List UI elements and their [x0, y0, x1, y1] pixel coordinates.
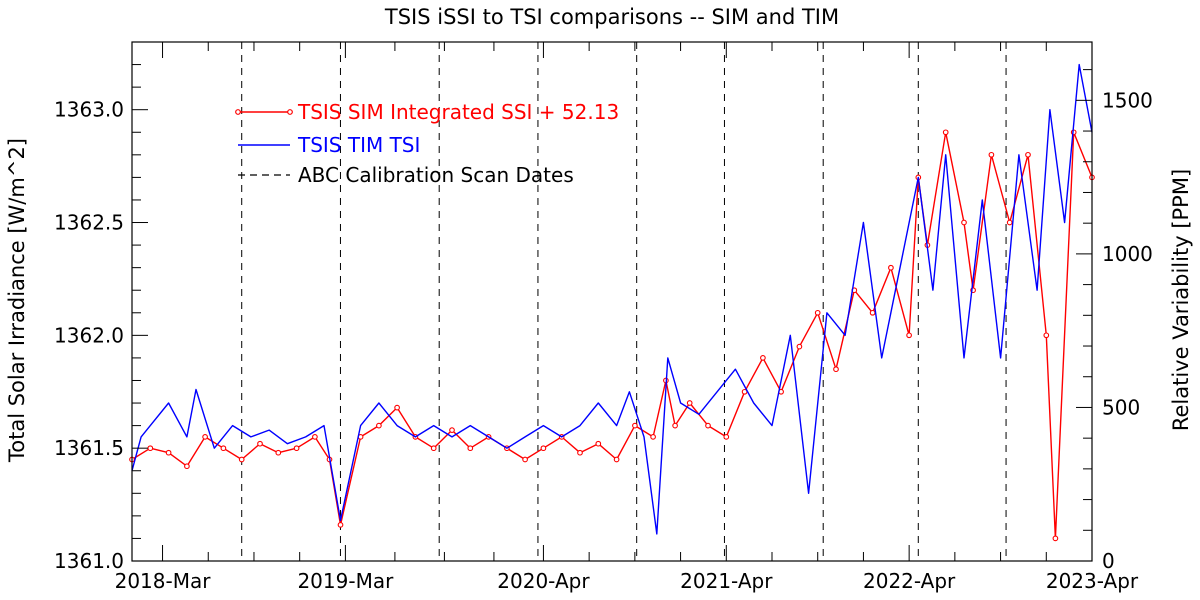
series-0-point-38 — [796, 343, 803, 350]
plot-frame — [131, 41, 1093, 562]
y-axis-right-label: Relative Variability [PPM] — [1169, 169, 1193, 431]
y-left-tick-label: 1361.0 — [54, 549, 124, 573]
series-0-point-2 — [165, 449, 172, 456]
series-0-point-5 — [220, 445, 227, 452]
legend-item-calibration: ABC Calibration Scan Dates — [238, 163, 574, 187]
series-0-point-18 — [449, 427, 455, 433]
legend-label-tim: TSIS TIM TSI — [297, 133, 420, 157]
series-0-point-34 — [723, 434, 730, 440]
y-left-tick-label: 1363.0 — [54, 98, 124, 122]
y-left-tick-label: 1362.0 — [54, 323, 124, 347]
series-0-point-7 — [257, 440, 263, 447]
series-0-point-10 — [312, 434, 318, 440]
y-axis-left-label: Total Solar Irradiance [W/m^2] — [5, 138, 29, 463]
x-tick-label: 2022-Apr — [863, 569, 956, 593]
y-axis-right: 0 500 1000 1500 — [1076, 69, 1153, 573]
series-0-point-22 — [522, 456, 528, 463]
series-0-point-44 — [906, 332, 912, 339]
series-0-point-3 — [184, 463, 190, 470]
chart-title: TSIS iSSI to TSI comparisons -- SIM and … — [384, 5, 839, 29]
series-line-0 — [131, 131, 1093, 540]
series-0-point-17 — [430, 445, 437, 452]
calibration-dates — [241, 42, 1007, 561]
x-tick-label: 2020-Apr — [497, 569, 590, 593]
y-left-tick-label: 1362.5 — [54, 211, 124, 235]
series-0-point-12 — [337, 522, 344, 528]
series-0-point-53 — [1043, 332, 1050, 339]
series-0-point-8 — [275, 449, 282, 456]
series-0-point-9 — [293, 445, 300, 452]
legend-label-sim: TSIS SIM Integrated SSI + 52.13 — [297, 100, 619, 124]
series-0-point-51 — [1006, 219, 1013, 226]
series-0-point-50 — [988, 151, 995, 158]
x-axis: 2018-Mar 2019-Mar 2020-Apr 2021-Apr 2022-Apr… — [115, 42, 1139, 593]
y-right-tick-label: 1500 — [1102, 88, 1153, 112]
series-0-point-4 — [202, 434, 208, 440]
series-0-point-47 — [942, 129, 949, 136]
x-tick-label: 2018-Mar — [115, 569, 212, 593]
series-0-point-29 — [650, 434, 656, 440]
series-0-point-54 — [1052, 535, 1059, 542]
series-group — [129, 63, 1095, 542]
series-0-point-32 — [686, 400, 693, 406]
legend-item-tim: TSIS TIM TSI — [238, 133, 420, 157]
series-0-point-1 — [147, 445, 154, 452]
series-0-point-15 — [394, 404, 400, 411]
series-0-point-28 — [632, 422, 638, 429]
series-0-point-27 — [613, 456, 620, 463]
series-0-point-31 — [672, 422, 678, 429]
legend-label-calibration: ABC Calibration Scan Dates — [298, 163, 574, 187]
y-left-tick-label: 1361.5 — [54, 436, 124, 460]
series-line-1 — [131, 63, 1093, 535]
series-0-point-36 — [760, 355, 766, 361]
series-0-point-25 — [577, 449, 583, 456]
series-0-point-19 — [467, 445, 474, 452]
y-right-tick-label: 0 — [1102, 549, 1115, 573]
series-0-point-26 — [595, 440, 602, 447]
series-0-point-33 — [705, 422, 711, 429]
legend-item-sim: TSIS SIM Integrated SSI + 52.13 — [235, 100, 619, 124]
x-tick-label: 2021-Apr — [680, 569, 773, 593]
legend-marker-sim-right — [287, 109, 293, 115]
y-right-tick-label: 500 — [1102, 395, 1140, 419]
series-0-point-48 — [961, 219, 967, 226]
x-tick-label: 2023-Apr — [1046, 569, 1139, 593]
series-0-point-14 — [376, 422, 382, 429]
y-axis-left: 1361.0 1361.5 1362.0 1362.5 1363.0 — [54, 41, 148, 573]
series-0-point-43 — [888, 264, 894, 271]
x-tick-label: 2019-Mar — [297, 569, 394, 593]
legend-marker-sim-left — [235, 109, 241, 115]
series-0-point-6 — [238, 456, 245, 463]
series-0-point-40 — [833, 366, 839, 373]
series-0-point-42 — [869, 309, 876, 316]
y-right-tick-label: 1000 — [1102, 242, 1153, 266]
legend: TSIS SIM Integrated SSI + 52.13 TSIS TIM… — [235, 100, 619, 187]
series-0-point-52 — [1025, 151, 1031, 158]
series-0-point-39 — [814, 309, 821, 316]
series-0-point-23 — [540, 445, 547, 452]
